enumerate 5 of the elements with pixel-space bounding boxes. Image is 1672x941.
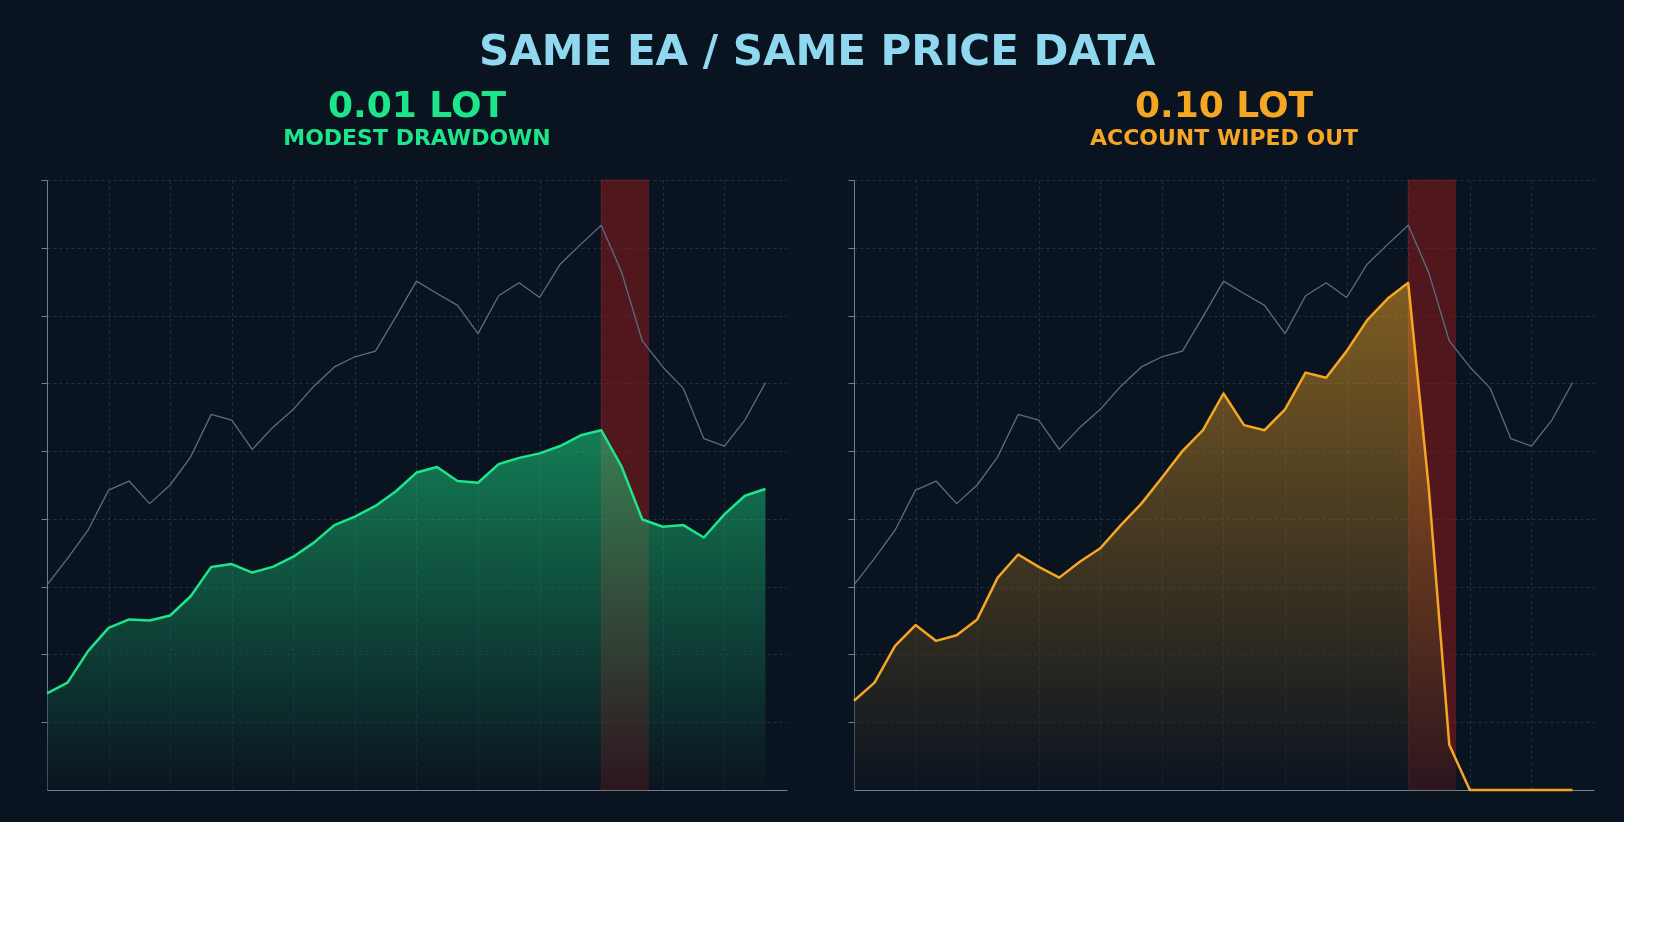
chart-subtitle: ACCOUNT WIPED OUT bbox=[1089, 124, 1359, 150]
chart-subtitle: MODEST DRAWDOWN bbox=[283, 124, 551, 150]
text: SAME EA / SAME PRICE DATA bbox=[479, 25, 1156, 75]
chart-title: 0.10 LOT bbox=[1134, 83, 1314, 125]
chart-title: 0.01 LOT bbox=[327, 83, 507, 125]
